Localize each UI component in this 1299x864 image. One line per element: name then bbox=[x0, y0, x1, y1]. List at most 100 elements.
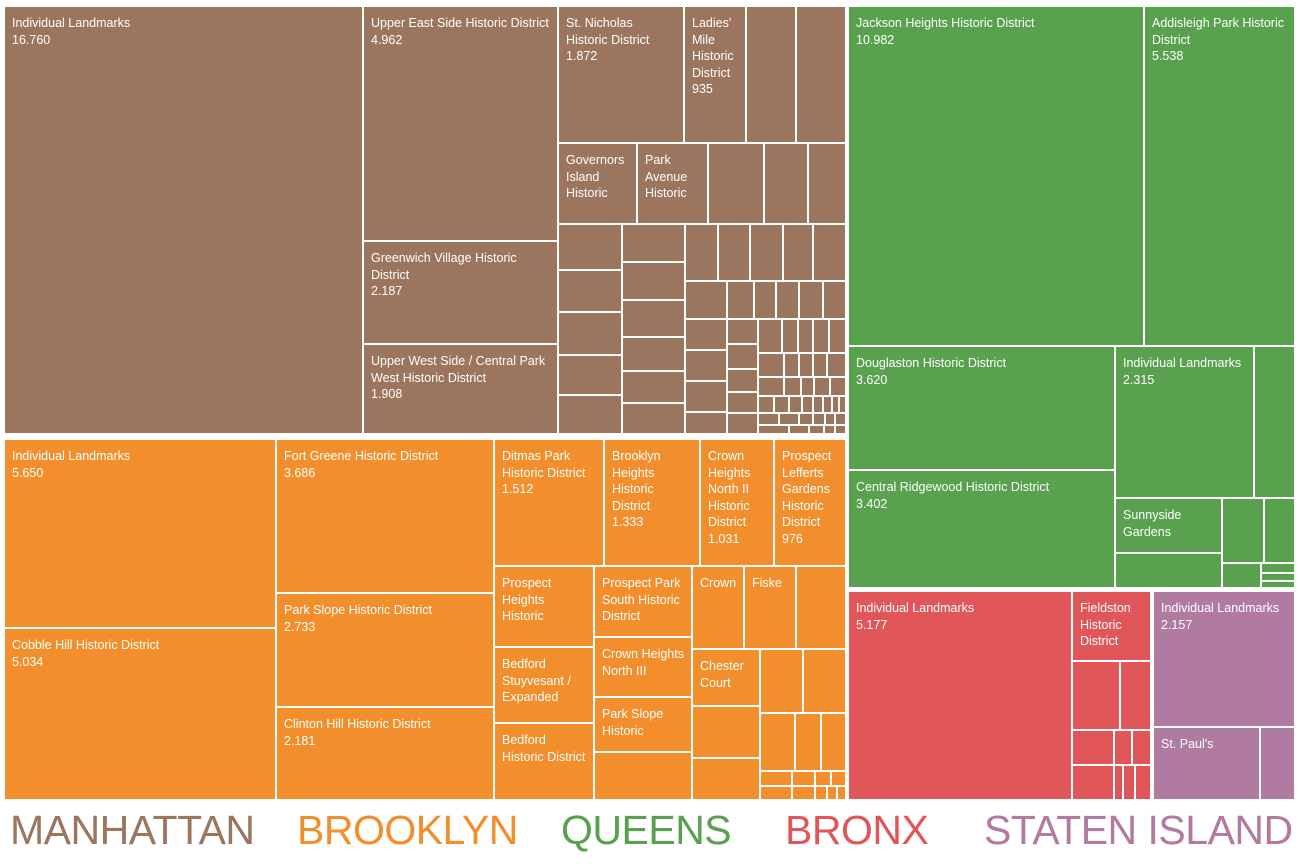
treemap-cell[interactable] bbox=[1133, 731, 1150, 764]
treemap-cell-labeled[interactable]: Upper East Side Historic District 4.962 bbox=[364, 7, 557, 240]
treemap-cell-labeled[interactable]: Central Ridgewood Historic District 3.402 bbox=[849, 471, 1114, 587]
treemap-cell[interactable] bbox=[815, 378, 829, 395]
treemap-cell[interactable] bbox=[825, 426, 834, 433]
treemap-cell[interactable] bbox=[759, 414, 778, 424]
treemap-cell[interactable] bbox=[686, 413, 726, 433]
treemap-cell[interactable] bbox=[759, 397, 773, 412]
treemap-cell[interactable] bbox=[836, 414, 845, 424]
treemap-cell[interactable] bbox=[797, 567, 845, 648]
treemap-cell-labeled[interactable]: Ditmas Park Historic District 1.512 bbox=[495, 440, 603, 565]
treemap-cell[interactable] bbox=[833, 397, 838, 412]
treemap-cell[interactable] bbox=[761, 772, 791, 785]
treemap-cell-labeled[interactable]: Crown Heights North II Historic District… bbox=[701, 440, 773, 565]
treemap-cell[interactable] bbox=[595, 753, 691, 799]
treemap-cell-labeled[interactable]: St. Nicholas Historic District 1.872 bbox=[559, 7, 683, 142]
treemap-cell-labeled[interactable]: Jackson Heights Historic District 10.982 bbox=[849, 7, 1143, 345]
treemap-cell-labeled[interactable]: Fort Greene Historic District 3.686 bbox=[277, 440, 493, 592]
treemap-cell[interactable] bbox=[1261, 728, 1294, 799]
treemap-cell[interactable] bbox=[780, 414, 798, 424]
treemap-cell[interactable] bbox=[719, 225, 749, 280]
treemap-cell[interactable] bbox=[831, 378, 845, 395]
treemap-cell[interactable] bbox=[828, 787, 836, 799]
treemap-cell-labeled[interactable]: Fieldston Historic District bbox=[1073, 592, 1150, 660]
treemap-cell[interactable] bbox=[623, 372, 684, 402]
treemap-cell[interactable] bbox=[761, 650, 802, 712]
treemap-cell[interactable] bbox=[814, 414, 824, 424]
treemap-cell[interactable] bbox=[728, 414, 757, 433]
treemap-cell[interactable] bbox=[759, 378, 783, 395]
treemap-cell-labeled[interactable]: Individual Landmarks 16.760 bbox=[5, 7, 362, 433]
treemap-cell-labeled[interactable]: Brooklyn Heights Historic District 1.333 bbox=[605, 440, 699, 565]
treemap-cell[interactable] bbox=[800, 414, 812, 424]
treemap-cell[interactable] bbox=[790, 397, 801, 412]
treemap-cell[interactable] bbox=[824, 282, 845, 318]
treemap-cell[interactable] bbox=[809, 144, 845, 223]
treemap-cell[interactable] bbox=[755, 282, 775, 318]
treemap-cell-labeled[interactable]: Bedford Historic District bbox=[495, 724, 593, 799]
treemap-cell[interactable] bbox=[803, 397, 812, 412]
treemap-cell[interactable] bbox=[751, 225, 782, 280]
treemap-cell[interactable] bbox=[816, 787, 826, 799]
treemap-cell[interactable] bbox=[1262, 574, 1294, 580]
treemap-cell[interactable] bbox=[802, 378, 813, 395]
treemap-cell-labeled[interactable]: Park Slope Historic bbox=[595, 698, 691, 751]
treemap-cell[interactable] bbox=[623, 404, 684, 433]
treemap-cell-labeled[interactable]: St. Paul's bbox=[1154, 728, 1259, 799]
treemap-cell-labeled[interactable]: Park Slope Historic District 2.733 bbox=[277, 594, 493, 706]
treemap-cell[interactable] bbox=[1265, 499, 1294, 562]
treemap-cell[interactable] bbox=[693, 759, 759, 799]
treemap-cell[interactable] bbox=[759, 426, 788, 433]
treemap-cell-labeled[interactable]: Park Avenue Historic bbox=[638, 144, 707, 223]
treemap-cell-labeled[interactable]: Clinton Hill Historic District 2.181 bbox=[277, 708, 493, 799]
treemap-cell[interactable] bbox=[1223, 564, 1260, 587]
treemap-cell[interactable] bbox=[799, 320, 812, 352]
treemap-cell-labeled[interactable]: Prospect Lefferts Gardens Historic Distr… bbox=[775, 440, 845, 565]
treemap-cell[interactable] bbox=[814, 354, 826, 376]
treemap-cell[interactable] bbox=[747, 7, 795, 142]
treemap-cell[interactable] bbox=[804, 650, 845, 712]
treemap-cell[interactable] bbox=[800, 282, 822, 318]
treemap-cell-labeled[interactable]: Prospect Heights Historic bbox=[495, 567, 593, 646]
treemap-cell[interactable] bbox=[559, 356, 621, 394]
treemap-cell[interactable] bbox=[814, 225, 845, 280]
treemap-cell[interactable] bbox=[828, 354, 845, 376]
treemap-cell[interactable] bbox=[1262, 582, 1294, 587]
treemap-cell[interactable] bbox=[814, 320, 828, 352]
treemap-cell[interactable] bbox=[728, 393, 757, 412]
treemap-cell-labeled[interactable]: Cobble Hill Historic District 5.034 bbox=[5, 629, 275, 799]
treemap-cell[interactable] bbox=[693, 707, 759, 757]
treemap-cell[interactable] bbox=[559, 225, 621, 269]
treemap-cell[interactable] bbox=[783, 320, 797, 352]
treemap-cell[interactable] bbox=[838, 787, 845, 799]
treemap-cell[interactable] bbox=[836, 426, 845, 433]
treemap-cell-labeled[interactable]: Addisleigh Park Historic District 5.538 bbox=[1145, 7, 1294, 345]
treemap-cell[interactable] bbox=[623, 263, 684, 299]
treemap-cell[interactable] bbox=[1262, 564, 1294, 572]
treemap-cell[interactable] bbox=[761, 714, 794, 770]
treemap-cell-labeled[interactable]: Chester Court bbox=[693, 650, 759, 705]
treemap-cell[interactable] bbox=[1124, 766, 1134, 799]
treemap-cell[interactable] bbox=[728, 320, 757, 343]
treemap-cell-labeled[interactable]: Greenwich Village Historic District 2.187 bbox=[364, 242, 557, 343]
treemap-cell[interactable] bbox=[793, 772, 814, 785]
treemap-cell[interactable] bbox=[1073, 731, 1113, 764]
treemap-cell[interactable] bbox=[1223, 499, 1263, 562]
treemap-cell[interactable] bbox=[728, 282, 753, 318]
treemap-cell[interactable] bbox=[826, 414, 834, 424]
treemap-cell[interactable] bbox=[775, 397, 788, 412]
treemap-cell[interactable] bbox=[686, 282, 726, 318]
treemap-cell[interactable] bbox=[797, 7, 845, 142]
treemap-cell[interactable] bbox=[1255, 347, 1294, 497]
treemap-cell-labeled[interactable]: Douglaston Historic District 3.620 bbox=[849, 347, 1114, 469]
treemap-cell[interactable] bbox=[1116, 554, 1221, 587]
treemap-cell[interactable] bbox=[1115, 766, 1122, 799]
treemap-cell-labeled[interactable]: Individual Landmarks 5.650 bbox=[5, 440, 275, 627]
treemap-cell-labeled[interactable]: Crown Heights North III bbox=[595, 638, 691, 696]
treemap-cell[interactable] bbox=[822, 714, 845, 770]
treemap-cell-labeled[interactable]: Individual Landmarks 5.177 bbox=[849, 592, 1071, 799]
treemap-cell[interactable] bbox=[784, 225, 812, 280]
treemap-cell-labeled[interactable]: Ladies' Mile Historic District 935 bbox=[685, 7, 745, 142]
treemap-cell[interactable] bbox=[559, 313, 621, 354]
treemap-cell-labeled[interactable]: Upper West Side / Central Park West Hist… bbox=[364, 345, 557, 433]
treemap-cell[interactable] bbox=[623, 225, 684, 261]
